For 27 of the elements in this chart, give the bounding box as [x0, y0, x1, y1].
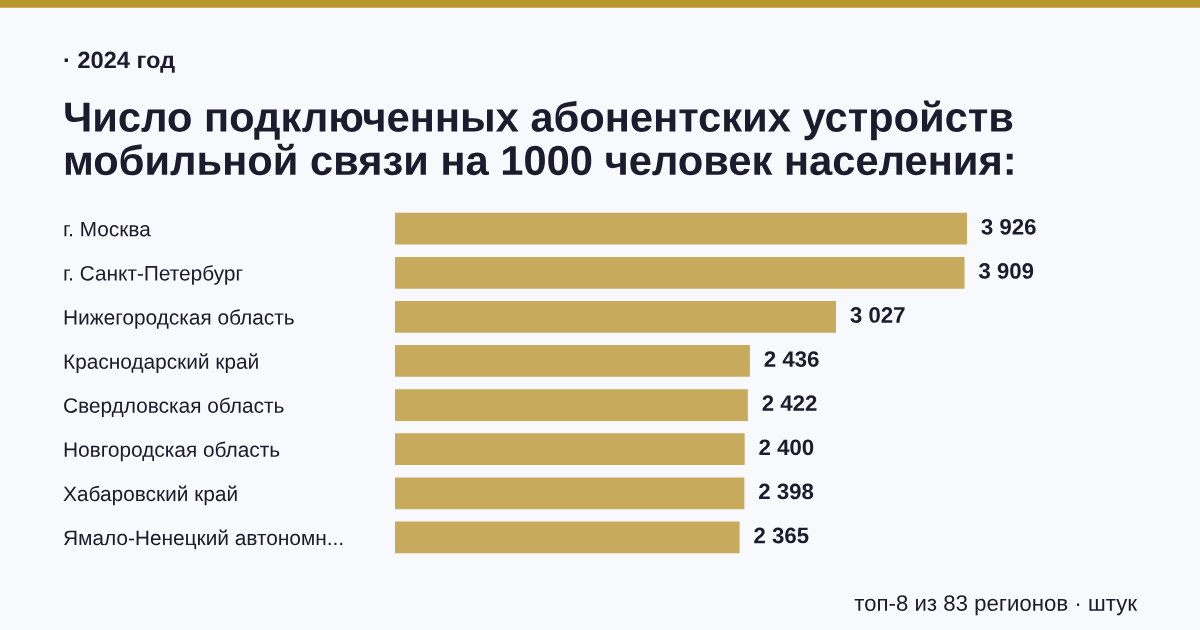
- y-tick-label: Хабаровский край: [63, 485, 237, 506]
- data-label: 3 909: [978, 263, 1034, 279]
- bar: [395, 521, 740, 554]
- chart-title: Число подключенных абонентских устройств мобильной связи на 1000 человек населения:: [65, 100, 1013, 176]
- y-tick-label: Свердловская область: [64, 397, 284, 418]
- y-tick-label: Новгородская область: [64, 441, 280, 462]
- bar: [395, 212, 967, 245]
- data-label: 2 398: [759, 483, 814, 500]
- bar: [395, 389, 748, 421]
- bar: [395, 345, 750, 377]
- data-label: 3 926: [981, 218, 1036, 235]
- y-tick-label: г. Санкт-Петербург: [64, 265, 243, 285]
- data-label: 2 436: [764, 351, 819, 367]
- data-label: 2 365: [754, 527, 809, 544]
- y-tick-label: Ямало-Ненецкий автономн...: [64, 529, 343, 550]
- y-tick-label: г. Москва: [64, 221, 151, 237]
- data-label: 2 400: [759, 439, 814, 456]
- bar: [395, 301, 837, 333]
- y-tick-label: Краснодарский край: [64, 353, 258, 374]
- bar: [395, 256, 965, 289]
- data-label: 2 422: [762, 395, 817, 411]
- text: · 2024 год: [64, 51, 175, 73]
- y-tick-label: Нижегородская область: [64, 309, 294, 329]
- bar: [395, 477, 745, 510]
- text: топ-8 из 83 регионов · штук: [854, 595, 1138, 616]
- bar: [395, 433, 745, 466]
- data-label: 3 027: [850, 307, 905, 323]
